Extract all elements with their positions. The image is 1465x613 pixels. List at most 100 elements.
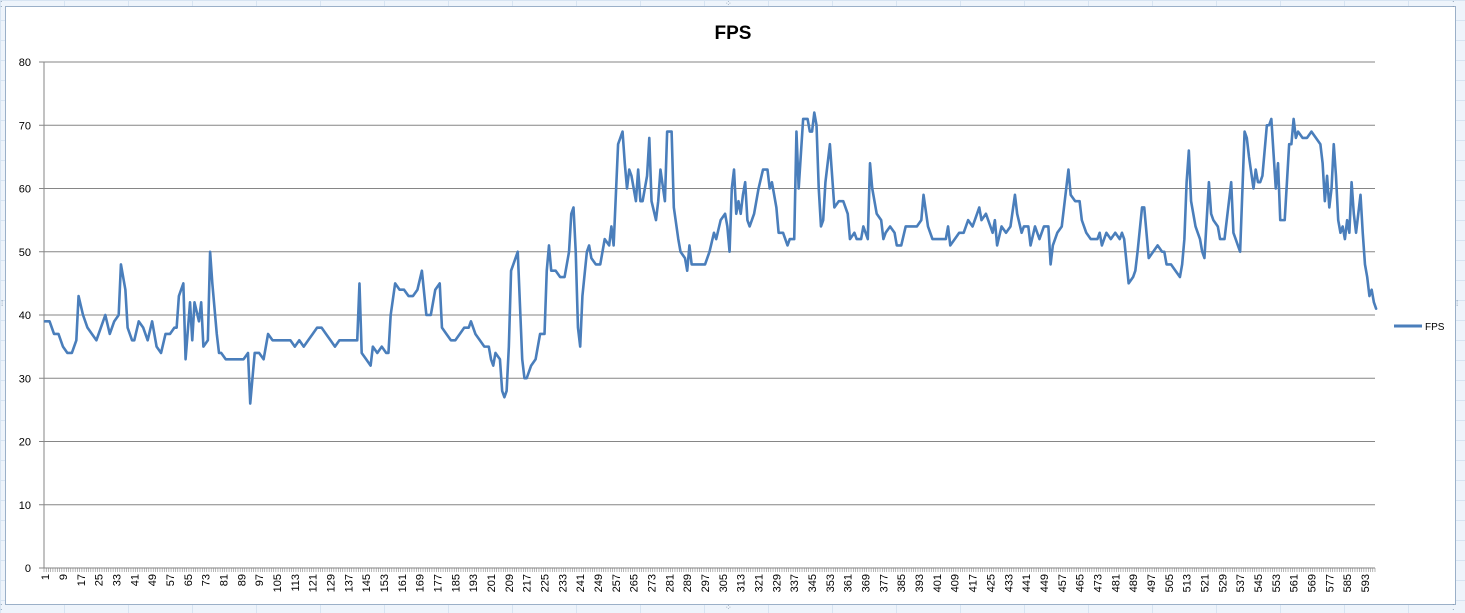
x-tick-label: 241 — [575, 574, 587, 592]
x-tick-label: 49 — [147, 574, 159, 586]
x-tick-label: 337 — [789, 574, 801, 592]
x-tick-label: 537 — [1235, 574, 1247, 592]
y-tick-label: 80 — [19, 57, 31, 69]
x-tick-label: 521 — [1199, 574, 1211, 592]
x-tick-label: 113 — [290, 574, 302, 592]
legend-label-fps: FPS — [1425, 322, 1445, 333]
x-tick-label: 81 — [218, 574, 230, 586]
series-line-fps — [43, 111, 1378, 405]
x-axis-tick-labels: 1 9 17 25 33 41 49 57 65 73 81 89 97 105 113 121 129 137 1… — [40, 574, 1372, 592]
x-tick-label: 401 — [932, 574, 944, 592]
x-tick-label: 489 — [1128, 574, 1140, 592]
x-tick-label: 305 — [718, 574, 730, 592]
resize-handle-left[interactable]: ⁞ — [1, 299, 4, 308]
x-tick-label: 97 — [254, 574, 266, 586]
x-tick-label: 385 — [896, 574, 908, 592]
legend: FPS — [1394, 322, 1445, 333]
x-tick-label: 217 — [522, 574, 534, 592]
y-axis-tick-labels: 0 10 20 30 40 50 60 70 80 — [19, 57, 31, 575]
y-tick-label: 30 — [19, 373, 31, 385]
x-tick-label: 177 — [433, 574, 445, 592]
x-tick-label: 73 — [201, 574, 213, 586]
x-tick-label: 193 — [468, 574, 480, 592]
x-tick-label: 433 — [1003, 574, 1015, 592]
x-tick-label: 161 — [397, 574, 409, 592]
x-tick-label: 209 — [504, 574, 516, 592]
x-tick-label: 233 — [557, 574, 569, 592]
resize-handle-bottom[interactable]: ⁘ — [725, 603, 732, 612]
resize-handle-bottom-left[interactable]: ⁚ — [0, 603, 3, 612]
resize-handle-bottom-right[interactable]: ⁚ — [1452, 603, 1455, 612]
x-tick-label: 201 — [486, 574, 498, 592]
x-tick-label: 129 — [325, 574, 337, 592]
x-tick-label: 329 — [771, 574, 783, 592]
x-tick-label: 585 — [1342, 574, 1354, 592]
x-tick-label: 361 — [843, 574, 855, 592]
x-tick-label: 9 — [58, 574, 70, 580]
x-tick-label: 265 — [629, 574, 641, 592]
x-tick-label: 1 — [40, 574, 52, 580]
resize-handle-right[interactable]: ⁞ — [1456, 299, 1459, 308]
y-tick-label: 50 — [19, 247, 31, 259]
y-tick-label: 10 — [19, 500, 31, 512]
x-tick-label: 417 — [968, 574, 980, 592]
x-tick-label: 137 — [343, 574, 355, 592]
x-tick-label: 473 — [1092, 574, 1104, 592]
x-tick-label: 273 — [647, 574, 659, 592]
x-tick-label: 409 — [950, 574, 962, 592]
x-tick-label: 169 — [415, 574, 427, 592]
x-tick-label: 17 — [76, 574, 88, 586]
x-tick-label: 321 — [754, 574, 766, 592]
chart-title: FPS — [715, 23, 752, 44]
gridlines — [44, 61, 1375, 506]
x-tick-label: 313 — [736, 574, 748, 592]
x-tick-label: 377 — [878, 574, 890, 592]
x-tick-label: 545 — [1253, 574, 1265, 592]
resize-handle-top-left[interactable]: ⁚ — [0, 0, 3, 9]
x-tick-label: 561 — [1289, 574, 1301, 592]
x-tick-label: 281 — [664, 574, 676, 592]
x-tick-label: 33 — [111, 574, 123, 586]
y-tick-label: 0 — [25, 563, 31, 575]
x-tick-label: 345 — [807, 574, 819, 592]
x-tick-label: 553 — [1271, 574, 1283, 592]
x-tick-label: 577 — [1324, 574, 1336, 592]
resize-handle-top-right[interactable]: ⁚ — [1452, 0, 1455, 9]
x-tick-label: 297 — [700, 574, 712, 592]
x-tick-label: 249 — [593, 574, 605, 592]
x-tick-label: 593 — [1360, 574, 1372, 592]
x-tick-label: 369 — [861, 574, 873, 592]
x-tick-label: 41 — [129, 574, 141, 586]
x-tick-label: 465 — [1075, 574, 1087, 592]
y-tick-label: 40 — [19, 310, 31, 322]
x-tick-label: 441 — [1021, 574, 1033, 592]
x-tick-label: 25 — [94, 574, 106, 586]
x-tick-label: 105 — [272, 574, 284, 592]
y-tick-label: 60 — [19, 184, 31, 196]
x-tick-label: 225 — [540, 574, 552, 592]
plot-series — [43, 111, 1378, 405]
axes — [39, 61, 1376, 572]
resize-handle-top[interactable]: ⁘ — [725, 0, 732, 8]
x-tick-label: 497 — [1146, 574, 1158, 592]
y-tick-label: 20 — [19, 437, 31, 449]
x-tick-label: 289 — [682, 574, 694, 592]
x-tick-label: 121 — [308, 574, 320, 592]
y-tick-label: 70 — [19, 120, 31, 132]
x-tick-label: 257 — [611, 574, 623, 592]
x-tick-label: 153 — [379, 574, 391, 592]
x-tick-label: 449 — [1039, 574, 1051, 592]
x-tick-label: 57 — [165, 574, 177, 586]
x-tick-label: 481 — [1110, 574, 1122, 592]
x-tick-label: 185 — [450, 574, 462, 592]
x-tick-label: 513 — [1182, 574, 1194, 592]
x-tick-label: 505 — [1164, 574, 1176, 592]
x-tick-label: 145 — [361, 574, 373, 592]
x-tick-label: 457 — [1057, 574, 1069, 592]
x-tick-label: 393 — [914, 574, 926, 592]
x-tick-label: 353 — [825, 574, 837, 592]
x-tick-label: 65 — [183, 574, 195, 586]
x-tick-label: 529 — [1217, 574, 1229, 592]
x-tick-label: 425 — [985, 574, 997, 592]
